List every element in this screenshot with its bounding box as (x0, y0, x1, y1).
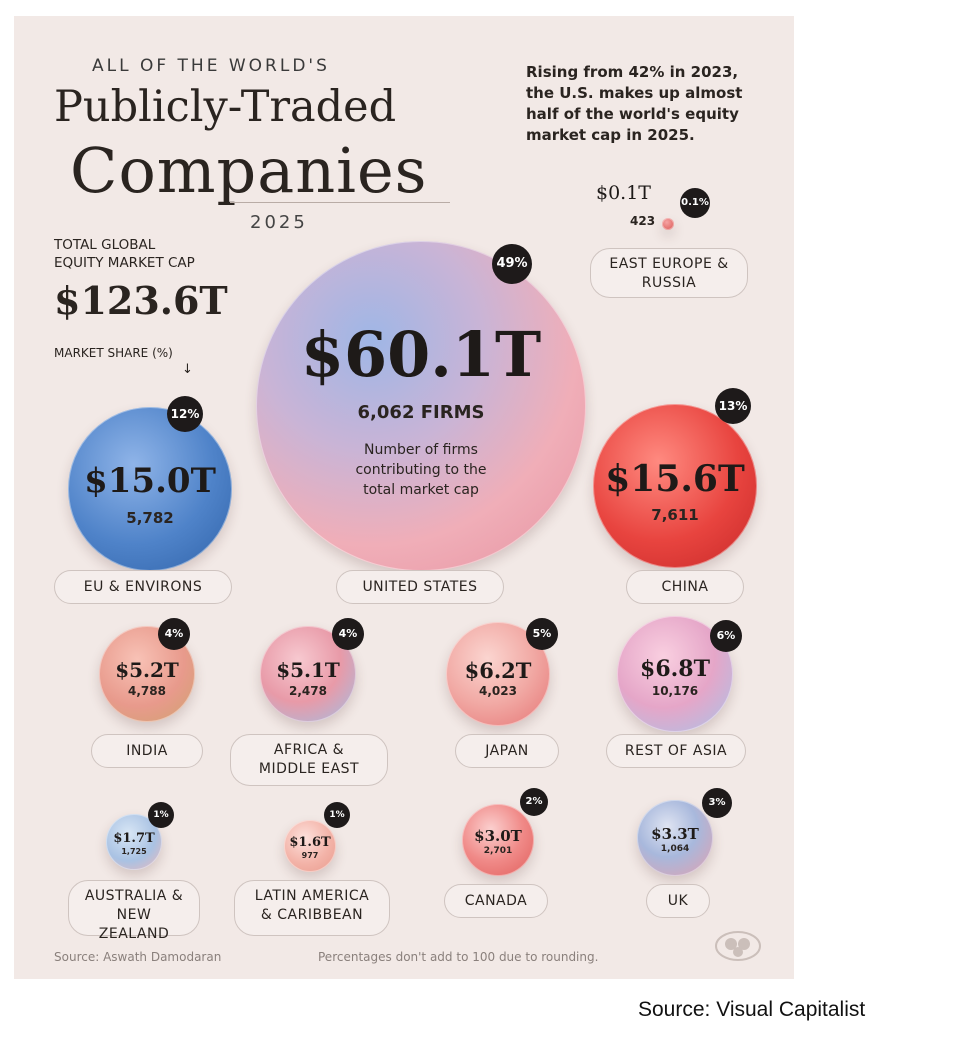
firm-count-uk: 1,064 (660, 844, 690, 854)
share-badge-japan: 5% (526, 618, 558, 650)
market-cap-label-eu-environs: $15.0T (84, 461, 216, 501)
credit: Source: Visual Capitalist (638, 998, 866, 1021)
share-badge-east-europe-russia: 0.1% (680, 188, 710, 218)
bubble-eu-environs: $15.0T 5,782 (68, 407, 232, 571)
region-label-latin-america-caribbean: LATIN AMERICA & CARIBBEAN (234, 880, 390, 936)
bubble-uk: $3.3T 1,064 (637, 800, 713, 876)
title-line-1: Publicly-Traded (54, 82, 397, 132)
region-label-east-europe-russia: EAST EUROPE & RUSSIA (590, 248, 748, 298)
us-firms-note: Number of firms contributing to the tota… (355, 442, 487, 498)
year-divider (230, 202, 450, 203)
region-label-canada: CANADA (444, 884, 548, 918)
market-cap-label-australia-new-zealand: $1.7T (113, 831, 155, 846)
firm-count-japan: 4,023 (479, 684, 517, 698)
rounding-note: Percentages don't add to 100 due to roun… (318, 950, 599, 964)
firm-count-china: 7,611 (651, 506, 699, 524)
firm-count-rest-of-asia: 10,176 (651, 684, 699, 698)
market-share-label: MARKET SHARE (%) (54, 346, 173, 360)
region-label-africa-middle-east: AFRICA & MIDDLE EAST (230, 734, 388, 786)
share-badge-india: 4% (158, 618, 190, 650)
market-cap-label-africa-middle-east: $5.1T (276, 658, 340, 682)
total-value: $123.6T (54, 278, 228, 323)
share-badge-canada: 2% (520, 788, 548, 816)
region-label-uk: UK (646, 884, 710, 918)
visual-capitalist-logo-icon (715, 931, 761, 961)
market-cap-label-east-europe-russia: $0.1T (596, 182, 651, 204)
market-cap-label-united-states: $60.1T (300, 318, 542, 391)
firm-count-india: 4,788 (128, 684, 166, 698)
region-label-india: INDIA (91, 734, 203, 768)
share-badge-uk: 3% (702, 788, 732, 818)
firm-count-latin-america-caribbean: 977 (301, 851, 319, 860)
market-cap-label-latin-america-caribbean: $1.6T (289, 835, 331, 850)
year: 2025 (250, 212, 308, 233)
share-badge-china: 13% (715, 388, 751, 424)
share-badge-eu-environs: 12% (167, 396, 203, 432)
bubble-canada: $3.0T 2,701 (462, 804, 534, 876)
market-cap-label-rest-of-asia: $6.8T (640, 656, 710, 682)
firm-count-east-europe-russia: 423 (630, 214, 656, 228)
region-label-china: CHINA (626, 570, 744, 604)
market-cap-label-india: $5.2T (115, 658, 179, 682)
bubble-east-europe-russia (662, 218, 674, 230)
total-label: TOTAL GLOBAL EQUITY MARKET CAP (54, 237, 195, 271)
down-arrow-icon: ↓ (182, 362, 193, 377)
market-cap-label-china: $15.6T (605, 458, 745, 500)
bubble-china: $15.6T 7,611 (593, 404, 757, 568)
region-label-united-states: UNITED STATES (336, 570, 504, 604)
region-label-australia-new-zealand: AUSTRALIA & NEW ZEALAND (68, 880, 200, 942)
share-badge-australia-new-zealand: 1% (148, 802, 174, 828)
infographic-poster: ALL OF THE WORLD'S Publicly-Traded Compa… (14, 16, 794, 979)
share-badge-latin-america-caribbean: 1% (324, 802, 350, 828)
title-line-2: Companies (70, 134, 428, 207)
region-label-japan: JAPAN (455, 734, 559, 768)
bubble-latin-america-caribbean: $1.6T 977 (284, 820, 336, 872)
market-cap-label-japan: $6.2T (464, 658, 532, 683)
source-left: Source: Aswath Damodaran (54, 950, 222, 964)
kicker: ALL OF THE WORLD'S (92, 56, 330, 76)
share-badge-africa-middle-east: 4% (332, 618, 364, 650)
share-badge-rest-of-asia: 6% (710, 620, 742, 652)
firm-count-canada: 2,701 (483, 846, 513, 856)
firm-count-eu-environs: 5,782 (126, 509, 174, 527)
region-label-eu-environs: EU & ENVIRONS (54, 570, 232, 604)
us-share-note: Rising from 42% in 2023, the U.S. makes … (526, 63, 743, 144)
firm-count-australia-new-zealand: 1,725 (121, 847, 147, 856)
share-badge-united-states: 49% (492, 244, 532, 284)
firm-count-africa-middle-east: 2,478 (289, 684, 327, 698)
us-firms-label: 6,062 FIRMS (357, 402, 485, 423)
bubble-united-states: $60.1T 6,062 FIRMS Number of firms contrib… (256, 241, 586, 571)
market-cap-label-uk: $3.3T (651, 825, 699, 843)
region-label-rest-of-asia: REST OF ASIA (606, 734, 746, 768)
market-cap-label-canada: $3.0T (474, 827, 522, 845)
